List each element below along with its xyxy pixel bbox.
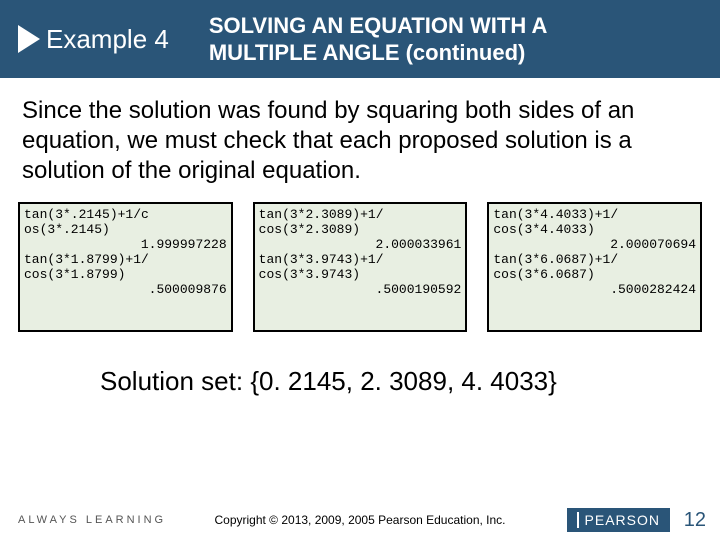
calc-screen-3: tan(3*4.4033)+1/cos(3*4.4033)2.000070694…	[487, 202, 702, 332]
calc-screen-1: tan(3*.2145)+1/cos(3*.2145)1.999997228ta…	[18, 202, 233, 332]
copyright-text: Copyright © 2013, 2009, 2005 Pearson Edu…	[214, 513, 505, 527]
calc-result: .5000190592	[259, 283, 462, 298]
title-line-2: MULTIPLE ANGLE (continued)	[209, 40, 526, 65]
solution-set: Solution set: {0. 2145, 2. 3089, 4. 4033…	[0, 332, 720, 397]
body-paragraph: Since the solution was found by squaring…	[0, 78, 720, 196]
pearson-bar-icon	[577, 512, 579, 528]
calculator-row: tan(3*.2145)+1/cos(3*.2145)1.999997228ta…	[0, 196, 720, 332]
calc-result: 1.999997228	[24, 238, 227, 253]
calc-line: tan(3*3.9743)+1/	[259, 253, 462, 268]
calc-line: cos(3*4.4033)	[493, 223, 696, 238]
calc-result: .5000282424	[493, 283, 696, 298]
calc-line: cos(3*3.9743)	[259, 268, 462, 283]
calc-line: os(3*.2145)	[24, 223, 227, 238]
slide-header: Example 4 SOLVING AN EQUATION WITH A MUL…	[0, 0, 720, 78]
calc-line: cos(3*1.8799)	[24, 268, 227, 283]
calc-screen-2: tan(3*2.3089)+1/cos(3*2.3089)2.000033961…	[253, 202, 468, 332]
calc-line: tan(3*.2145)+1/c	[24, 208, 227, 223]
slide-number: 12	[684, 509, 706, 532]
example-label: Example 4	[46, 24, 169, 55]
play-icon	[18, 25, 40, 53]
calc-line: tan(3*1.8799)+1/	[24, 253, 227, 268]
calc-result: 2.000033961	[259, 238, 462, 253]
calc-line: cos(3*2.3089)	[259, 223, 462, 238]
calc-line: tan(3*4.4033)+1/	[493, 208, 696, 223]
calc-line: tan(3*6.0687)+1/	[493, 253, 696, 268]
calc-line: tan(3*2.3089)+1/	[259, 208, 462, 223]
calc-result: 2.000070694	[493, 238, 696, 253]
calc-line: cos(3*6.0687)	[493, 268, 696, 283]
pearson-logo: PEARSON	[567, 508, 670, 532]
slide-footer: ALWAYS LEARNING Copyright © 2013, 2009, …	[0, 500, 720, 540]
slide-title: SOLVING AN EQUATION WITH A MULTIPLE ANGL…	[209, 12, 548, 67]
pearson-brand-text: PEARSON	[585, 512, 660, 528]
title-line-1: SOLVING AN EQUATION WITH A	[209, 13, 548, 38]
calc-result: .500009876	[24, 283, 227, 298]
always-learning-tag: ALWAYS LEARNING	[0, 514, 166, 526]
